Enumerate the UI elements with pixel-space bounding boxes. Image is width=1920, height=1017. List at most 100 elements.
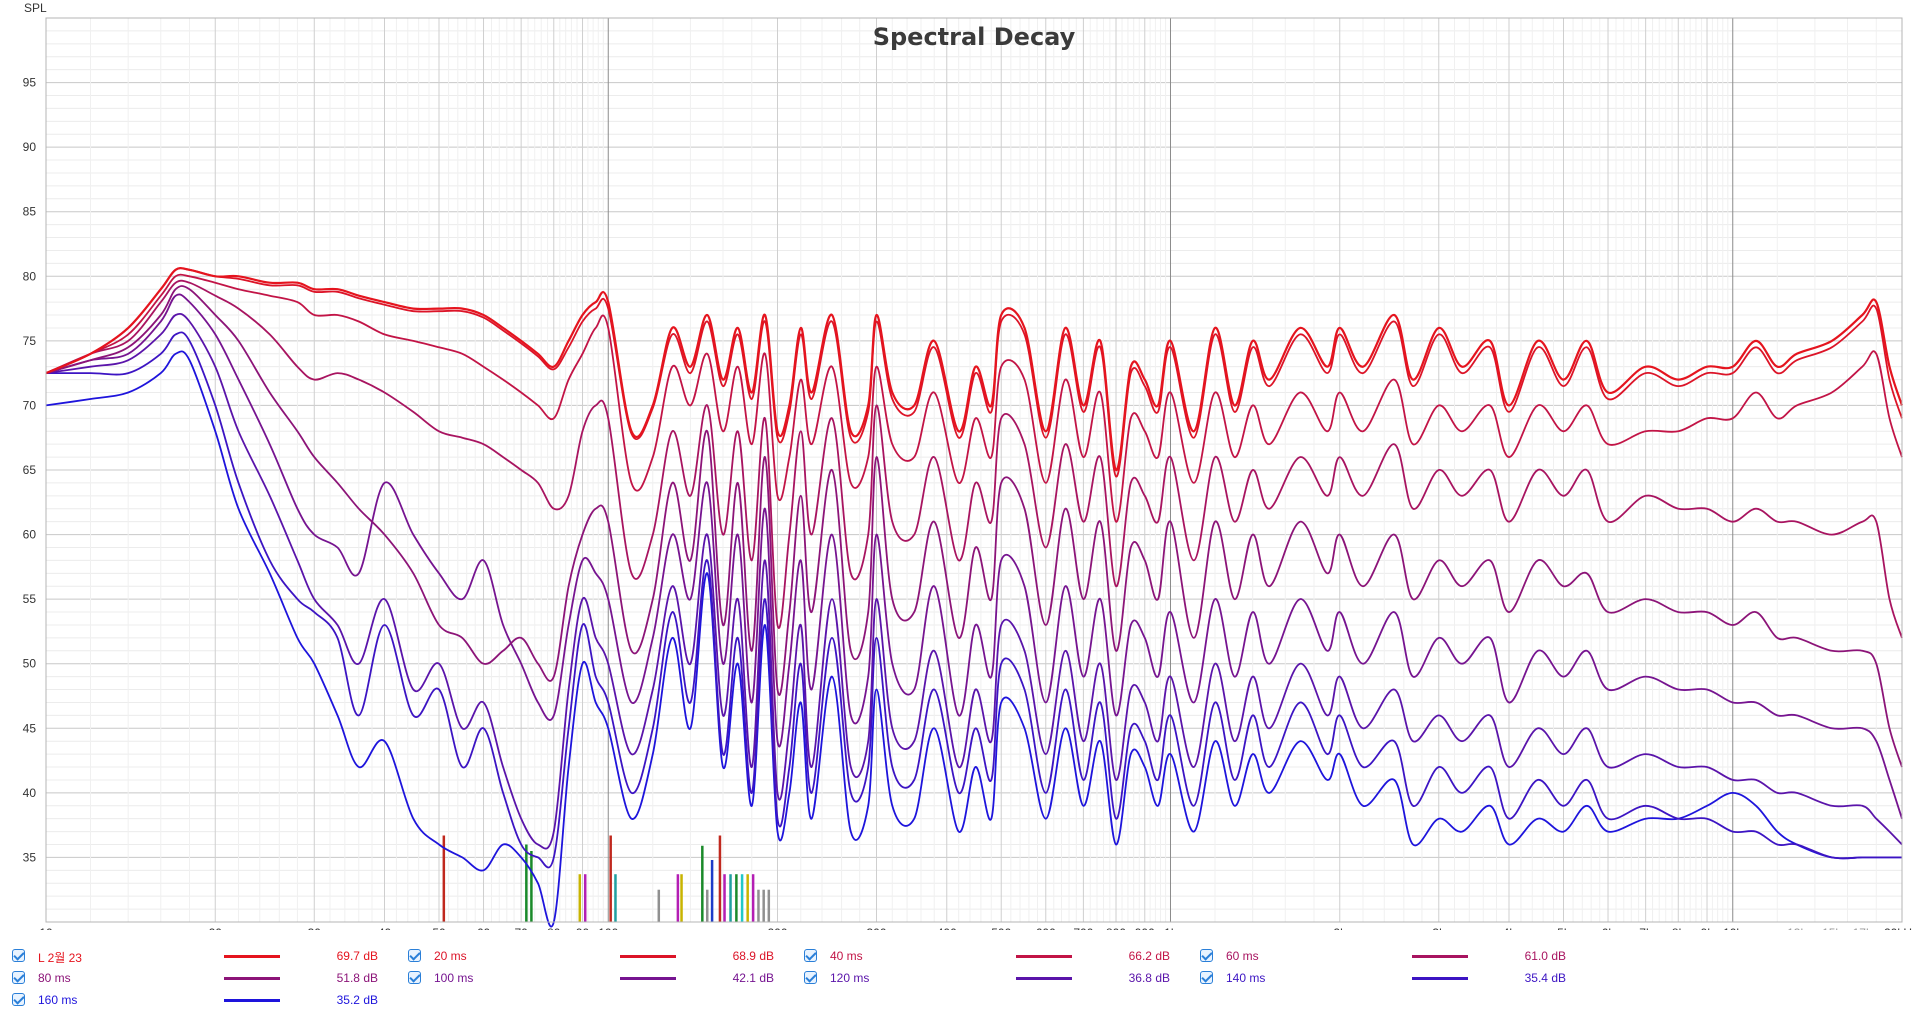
legend-label: L 2월 23	[38, 951, 82, 965]
peak-markers	[442, 835, 771, 922]
series-line	[45, 267, 1903, 478]
legend-checkbox[interactable]	[408, 949, 421, 962]
legend-swatch	[1016, 977, 1072, 980]
legend-item[interactable]: 20 ms 68.9 dB	[408, 948, 804, 966]
legend-value: 66.2 dB	[1128, 949, 1170, 963]
chart-title: Spectral Decay	[873, 23, 1076, 51]
legend-item[interactable]: 60 ms 61.0 dB	[1200, 948, 1596, 966]
y-tick-label: 50	[23, 657, 37, 671]
legend-value: 69.7 dB	[336, 949, 378, 963]
x-tick-label: 700	[1073, 926, 1093, 930]
x-tick-label: 400	[937, 926, 957, 930]
x-tick-label: 20kHz	[1884, 926, 1918, 930]
x-tick-label: 15k	[1822, 926, 1842, 930]
legend-label: 120 ms	[830, 971, 870, 985]
legend-label: 40 ms	[830, 949, 863, 963]
legend-checkbox[interactable]	[1200, 971, 1213, 984]
series-line	[45, 312, 1903, 850]
series-line	[45, 267, 1904, 472]
legend-value: 35.2 dB	[336, 993, 378, 1007]
legend-swatch	[1016, 955, 1072, 958]
x-tick-label: 4k	[1503, 926, 1517, 930]
legend-label: 20 ms	[434, 949, 467, 963]
legend-swatch	[1412, 977, 1468, 980]
x-tick-label: 800	[1106, 926, 1126, 930]
legend-checkbox[interactable]	[1200, 949, 1213, 962]
chart-svg: 10 20 30 40 50 60 70 80 90 100 200 300 400 500 600 700 8…	[23, 1, 1918, 930]
legend-item[interactable]: 160 ms 35.2 dB	[12, 992, 408, 1010]
legend-label: 80 ms	[38, 971, 71, 985]
legend-item[interactable]: 100 ms 42.1 dB	[408, 970, 804, 988]
x-tick-label: 7k	[1639, 926, 1653, 930]
x-axis-ticks: 10 20 30 40 50 60 70 80 90 100 200 300 400 500 600 700 8…	[39, 926, 1918, 930]
legend-label: 60 ms	[1226, 949, 1259, 963]
series-line	[45, 285, 1903, 768]
x-tick-label: 200	[767, 926, 787, 930]
legend-value: 35.4 dB	[1524, 971, 1566, 985]
y-tick-label: 55	[23, 592, 37, 606]
legend-swatch	[1412, 955, 1468, 958]
legend-value: 42.1 dB	[732, 971, 774, 985]
legend-item[interactable]: 40 ms 66.2 dB	[804, 948, 1200, 966]
y-tick-label: 45	[23, 721, 37, 735]
x-tick-label: 5k	[1557, 926, 1571, 930]
x-tick-label: 100	[598, 926, 618, 930]
legend-item[interactable]: 120 ms 36.8 dB	[804, 970, 1200, 988]
y-tick-label: 35	[23, 850, 37, 864]
x-tick-label: 80	[547, 926, 561, 930]
x-tick-label: 60	[477, 926, 491, 930]
legend-item[interactable]: 140 ms 35.4 dB	[1200, 970, 1596, 988]
x-tick-label: 500	[991, 926, 1011, 930]
legend-checkbox[interactable]	[12, 971, 25, 984]
legend-value: 36.8 dB	[1128, 971, 1170, 985]
plot-border	[45, 17, 1903, 923]
legend-label: 100 ms	[434, 971, 474, 985]
legend-item[interactable]: 80 ms 51.8 dB	[12, 970, 408, 988]
y-axis-ticks: 95 90 85 80 75 70 65 60 55 50 45 40 35	[23, 76, 37, 865]
y-axis-label: SPL	[24, 1, 47, 15]
legend-value: 61.0 dB	[1524, 949, 1566, 963]
legend-item[interactable]: L 2월 23 69.7 dB	[12, 948, 408, 966]
y-tick-label: 75	[23, 334, 37, 348]
y-tick-label: 95	[23, 76, 37, 90]
series-line	[45, 331, 1902, 869]
y-tick-label: 85	[23, 205, 37, 219]
x-tick-label: 2k	[1333, 926, 1347, 930]
legend-checkbox[interactable]	[12, 993, 25, 1006]
x-tick-label: 17k	[1853, 926, 1873, 930]
x-tick-label: 300	[866, 926, 886, 930]
x-tick-label: 90	[576, 926, 590, 930]
x-tick-label: 8k	[1672, 926, 1686, 930]
legend-checkbox[interactable]	[804, 949, 817, 962]
x-tick-label: 10	[39, 926, 53, 930]
legend-label: 140 ms	[1226, 971, 1266, 985]
y-tick-label: 70	[23, 398, 37, 412]
y-tick-label: 80	[23, 269, 37, 283]
x-tick-label: 50	[432, 926, 446, 930]
series-line	[45, 273, 1903, 523]
legend-value: 51.8 dB	[336, 971, 378, 985]
y-tick-label: 40	[23, 786, 37, 800]
y-tick-label: 60	[23, 528, 37, 542]
series-line	[45, 293, 1903, 819]
legend-swatch	[224, 999, 280, 1002]
legend-checkbox[interactable]	[12, 949, 25, 962]
x-tick-label: 600	[1036, 926, 1056, 930]
series-line	[45, 279, 1903, 639]
legend-label: 160 ms	[38, 993, 78, 1007]
x-tick-label: 40	[378, 926, 392, 930]
legend-checkbox[interactable]	[408, 971, 421, 984]
x-tick-label: 3k	[1432, 926, 1446, 930]
legend-swatch	[224, 955, 280, 958]
series-lines	[45, 267, 1904, 928]
legend-checkbox[interactable]	[804, 971, 817, 984]
x-tick-label: 13k	[1787, 926, 1807, 930]
x-tick-label: 9k	[1701, 926, 1715, 930]
legend-swatch	[620, 977, 676, 980]
x-tick-label: 30	[308, 926, 322, 930]
legend-swatch	[620, 955, 676, 958]
y-tick-label: 65	[23, 463, 37, 477]
x-tick-label: 20	[209, 926, 223, 930]
legend: L 2월 23 69.7 dB 20 ms 68.9 dB 40 ms 66.2 dB 60…	[0, 948, 1920, 1017]
x-tick-label: 900	[1135, 926, 1155, 930]
